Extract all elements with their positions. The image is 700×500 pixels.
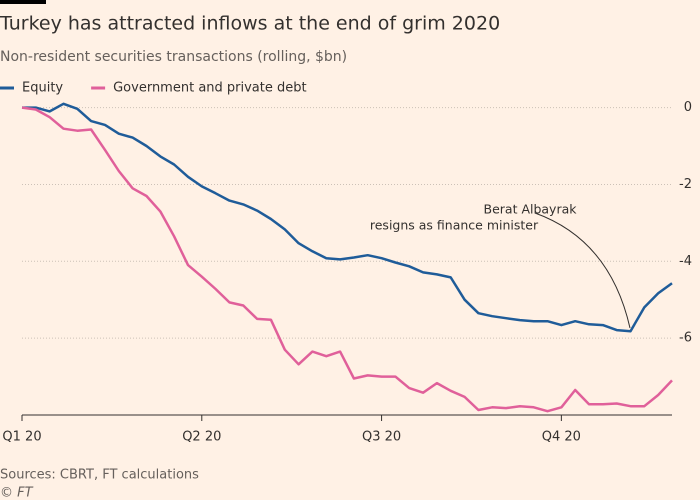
x-tick-label: Q2 20 xyxy=(182,430,221,445)
x-tick-label: Q3 20 xyxy=(362,430,401,445)
legend-label: Equity xyxy=(22,81,63,96)
annotation: resigns as finance minister xyxy=(370,218,539,233)
source: Sources: CBRT, FT calculations xyxy=(0,468,199,483)
annotation-arrow xyxy=(534,212,631,329)
chart-title: Turkey has attracted inflows at the end … xyxy=(0,13,500,35)
y-tick-label: 0 xyxy=(684,100,692,115)
series-line xyxy=(21,106,673,413)
x-tick-label: Q1 20 xyxy=(2,430,41,445)
series-line xyxy=(22,102,673,333)
y-tick-label: -2 xyxy=(679,177,692,192)
chart-subtitle: Non-resident securities transactions (ro… xyxy=(0,49,347,65)
x-tick-label: Q4 20 xyxy=(542,430,581,445)
annotation: Berat Albayrak xyxy=(484,202,578,217)
header-bar xyxy=(0,0,46,4)
y-tick-label: -6 xyxy=(679,331,692,346)
legend-label: Government and private debt xyxy=(113,81,307,96)
y-tick-label: -4 xyxy=(679,254,692,269)
credit: © FT xyxy=(0,486,34,500)
